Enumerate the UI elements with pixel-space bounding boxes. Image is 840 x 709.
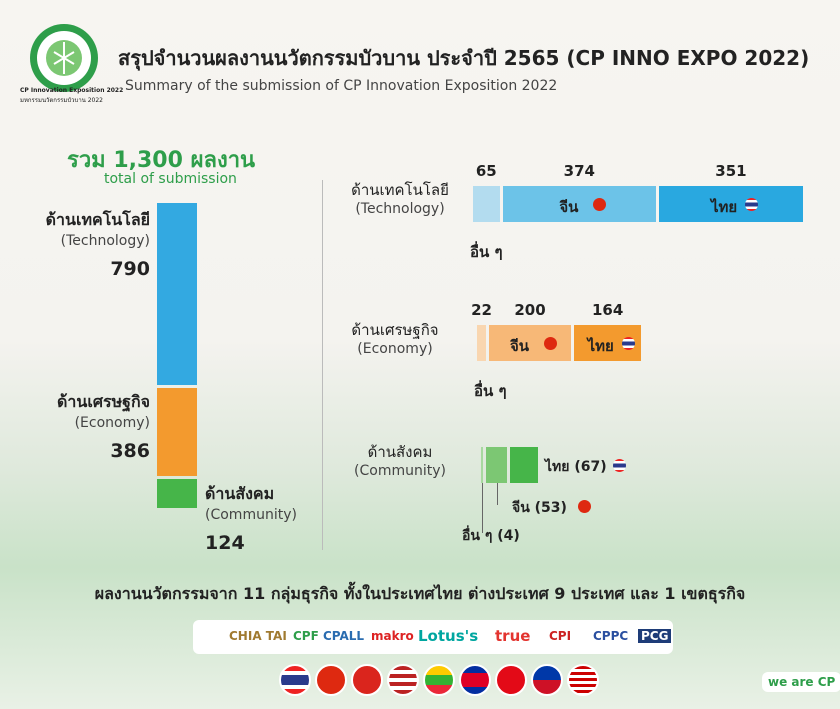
subtitle: Summary of the submission of CP Innovati… [125, 78, 558, 94]
segment-value: 374 [563, 162, 595, 180]
brand: CPF [293, 629, 319, 643]
flag [495, 664, 527, 696]
column-segment [157, 479, 197, 508]
column-segment [157, 387, 197, 477]
divider [322, 180, 323, 550]
flag-icon [621, 337, 635, 350]
bar-segment [477, 325, 487, 361]
brand: makro [371, 629, 414, 643]
segment-name: จีน [510, 337, 530, 355]
category-name-en: (Technology) [355, 201, 445, 217]
bar-segment [485, 447, 508, 483]
segment-value: 22 [471, 301, 492, 319]
segment-value: 200 [514, 301, 546, 319]
bar-segment [658, 186, 803, 222]
company-logos: CHIA TAI CPF CPALL makro Lotus's true CP… [193, 620, 673, 654]
title: สรุปจำนวนผลงานนวัตกรรมบัวบาน ประจำปี 256… [118, 46, 810, 70]
total-sublabel: total of submission [104, 171, 237, 187]
bar-segment [489, 325, 572, 361]
brand: PCG [638, 629, 672, 643]
flag [531, 664, 563, 696]
brand: CPI [549, 629, 572, 643]
leader-line [496, 483, 498, 505]
brand: Lotus's [418, 627, 479, 645]
category-total: 124 [205, 532, 245, 554]
bar-segment [481, 447, 483, 483]
flag-icon [744, 198, 758, 211]
segment-label: จีน (53) [512, 500, 567, 516]
column-segment [157, 203, 197, 385]
category-name: ด้านเทคโนโลยี [351, 181, 449, 199]
category-total: 386 [110, 440, 150, 462]
flag-icon [613, 459, 626, 472]
flag-icon [578, 500, 591, 513]
flag [315, 664, 347, 696]
category-name-en: (Technology) [60, 233, 150, 249]
category-name: ด้านเศรษฐกิจ [351, 321, 439, 339]
category-name: ด้านสังคม [205, 484, 275, 503]
segment-value: 65 [475, 162, 497, 180]
logo [30, 24, 98, 92]
bar-segment [473, 186, 500, 222]
segment-name: ไทย [587, 337, 614, 355]
footer-text: ผลงานนวัตกรรมจาก 11 กลุ่มธุรกิจ ทั้งในปร… [94, 584, 746, 603]
logo-caption-th: มหกรรมนวัตกรรมบัวบาน 2022 [20, 97, 103, 104]
flag [423, 664, 455, 696]
bar-segment [510, 447, 538, 483]
category-name-en: (Economy) [357, 341, 433, 357]
brand: CPPC [593, 629, 629, 643]
brand: CPALL [323, 629, 365, 643]
category-name: ด้านเทคโนโลยี [45, 210, 150, 229]
flag [279, 664, 311, 696]
flag [351, 664, 383, 696]
segment-label: ไทย (67) [545, 459, 607, 475]
segment-name: อื่น ๆ [470, 243, 503, 261]
brand: CHIA TAI [229, 629, 287, 643]
leader-line [481, 483, 483, 533]
flag [567, 664, 599, 696]
category-name-en: (Community) [354, 463, 446, 479]
bar-segment [502, 186, 656, 222]
flag [459, 664, 491, 696]
brand: true [495, 627, 531, 645]
logo-caption: CP Innovation Exposition 2022 [20, 87, 124, 94]
flag [387, 664, 419, 696]
segment-value: 164 [591, 301, 624, 319]
category-name: ด้านเศรษฐกิจ [57, 392, 150, 411]
category-name-en: (Economy) [74, 415, 150, 431]
total-label: รวม 1,300 ผลงาน [67, 148, 256, 173]
segment-label: อื่น ๆ (4) [462, 528, 520, 544]
flag-icon [593, 198, 607, 211]
segment-value: 351 [715, 162, 747, 180]
badge: we are CP [762, 672, 840, 692]
category-total: 790 [110, 258, 150, 280]
category-name: ด้านสังคม [367, 443, 433, 461]
segment-name: ไทย [710, 198, 738, 216]
segment-name: จีน [559, 198, 579, 216]
category-name-en: (Community) [205, 507, 297, 523]
segment-name: อื่น ๆ [474, 382, 507, 400]
flag-icon [544, 337, 558, 350]
